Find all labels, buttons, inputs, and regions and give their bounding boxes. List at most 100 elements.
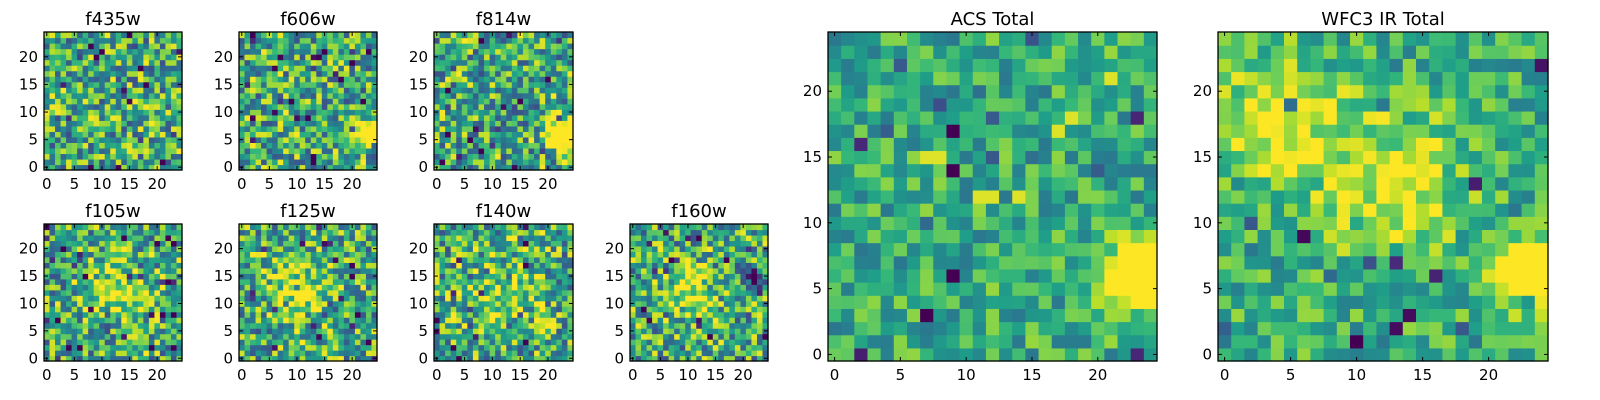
heatmap-cell xyxy=(176,306,183,313)
heatmap-cell xyxy=(561,120,569,127)
heatmap-cell xyxy=(266,295,273,302)
heatmap-cell xyxy=(360,256,367,263)
heatmap-cell xyxy=(126,295,133,302)
heatmap-cell xyxy=(239,125,246,132)
heatmap-cell xyxy=(472,164,480,171)
heatmap-cell xyxy=(696,224,703,231)
heatmap-cell xyxy=(121,229,128,236)
heatmap-cell xyxy=(49,37,56,44)
heatmap-cell xyxy=(99,125,106,132)
heatmap-cell xyxy=(349,158,356,166)
heatmap-cell xyxy=(360,317,367,324)
heatmap-cell xyxy=(154,240,161,247)
heatmap-cell xyxy=(1038,282,1053,296)
heatmap-cell xyxy=(668,262,675,269)
heatmap-cell xyxy=(170,164,178,171)
heatmap-cell xyxy=(539,158,546,166)
heatmap-cell xyxy=(121,32,128,39)
heatmap-cell xyxy=(450,224,457,231)
plot-frame xyxy=(433,223,574,362)
heatmap-cell xyxy=(528,284,535,291)
heatmap-cell xyxy=(126,256,133,263)
heatmap-cell xyxy=(60,98,67,105)
heatmap-cell xyxy=(1038,295,1053,309)
heatmap-cell xyxy=(534,245,541,252)
heatmap-cell xyxy=(132,48,139,55)
heatmap-cell xyxy=(239,87,246,94)
heatmap-cell xyxy=(1143,295,1158,309)
heatmap-cell xyxy=(66,273,73,280)
heatmap-cell xyxy=(445,32,452,39)
heatmap-cell xyxy=(467,120,474,127)
heatmap-cell xyxy=(445,125,452,132)
heatmap-cell xyxy=(534,311,541,318)
heatmap-cell xyxy=(652,229,659,236)
heatmap-cell xyxy=(511,328,518,335)
heatmap-cell xyxy=(439,267,446,274)
heatmap-cell xyxy=(316,43,323,50)
heatmap-cell xyxy=(288,234,295,242)
heatmap-cell xyxy=(489,240,496,247)
heatmap-cell xyxy=(745,251,753,258)
heatmap-cell xyxy=(517,120,524,127)
heatmap-cell xyxy=(99,262,106,269)
heatmap-cell xyxy=(239,92,246,99)
heatmap-cell xyxy=(439,339,446,346)
heatmap-cell xyxy=(663,328,670,335)
heatmap-cell xyxy=(461,37,468,44)
heatmap-cell xyxy=(668,256,675,263)
heatmap-cell xyxy=(66,229,73,236)
heatmap-cell xyxy=(450,344,457,351)
heatmap-cell xyxy=(299,339,306,346)
heatmap-cell xyxy=(517,300,524,307)
heatmap-cell xyxy=(472,295,480,302)
heatmap-cell xyxy=(534,48,541,55)
heatmap-cell xyxy=(244,295,251,302)
heatmap-cell xyxy=(561,48,569,55)
heatmap-cell xyxy=(933,163,948,178)
heatmap-cell xyxy=(450,306,457,313)
heatmap-cell xyxy=(261,262,268,269)
heatmap-cell xyxy=(159,125,167,132)
heatmap-cell xyxy=(517,317,524,324)
heatmap-cell xyxy=(343,125,350,132)
x-tick-label: 15 xyxy=(511,366,530,384)
heatmap-cell xyxy=(495,54,502,61)
heatmap-cell xyxy=(635,289,642,296)
heatmap-cell xyxy=(652,306,659,313)
heatmap-cell xyxy=(371,311,378,318)
heatmap-cell xyxy=(321,109,328,116)
heatmap-cell xyxy=(467,256,474,263)
heatmap-cell xyxy=(495,70,502,77)
heatmap-cell xyxy=(121,300,128,307)
heatmap-cell xyxy=(82,355,89,362)
heatmap-cell xyxy=(867,308,882,323)
heatmap-cell xyxy=(690,224,697,231)
heatmap-cell xyxy=(528,273,535,280)
heatmap-cell xyxy=(556,136,563,143)
heatmap-cell xyxy=(445,278,452,285)
heatmap-cell xyxy=(723,245,730,252)
heatmap-cell xyxy=(456,164,463,171)
heatmap-cell xyxy=(461,87,468,94)
heatmap-cell xyxy=(734,256,741,263)
heatmap-cell xyxy=(283,306,290,313)
heatmap-cell xyxy=(159,328,167,335)
heatmap-cell xyxy=(450,70,457,77)
heatmap-cell xyxy=(266,158,273,166)
heatmap-cell xyxy=(321,251,328,258)
heatmap-cell xyxy=(170,142,178,149)
heatmap-cell xyxy=(121,114,128,121)
heatmap-cell xyxy=(690,284,697,291)
heatmap-cell xyxy=(674,240,681,247)
heatmap-cell xyxy=(371,289,378,296)
heatmap-cell xyxy=(321,344,328,351)
heatmap-cell xyxy=(360,65,367,72)
heatmap-cell xyxy=(972,321,987,336)
heatmap-cell xyxy=(365,43,373,50)
heatmap-cell xyxy=(310,114,317,121)
heatmap-cell xyxy=(49,245,56,252)
heatmap-cell xyxy=(867,229,882,244)
heatmap-cell xyxy=(762,262,769,269)
heatmap-cell xyxy=(77,344,84,351)
